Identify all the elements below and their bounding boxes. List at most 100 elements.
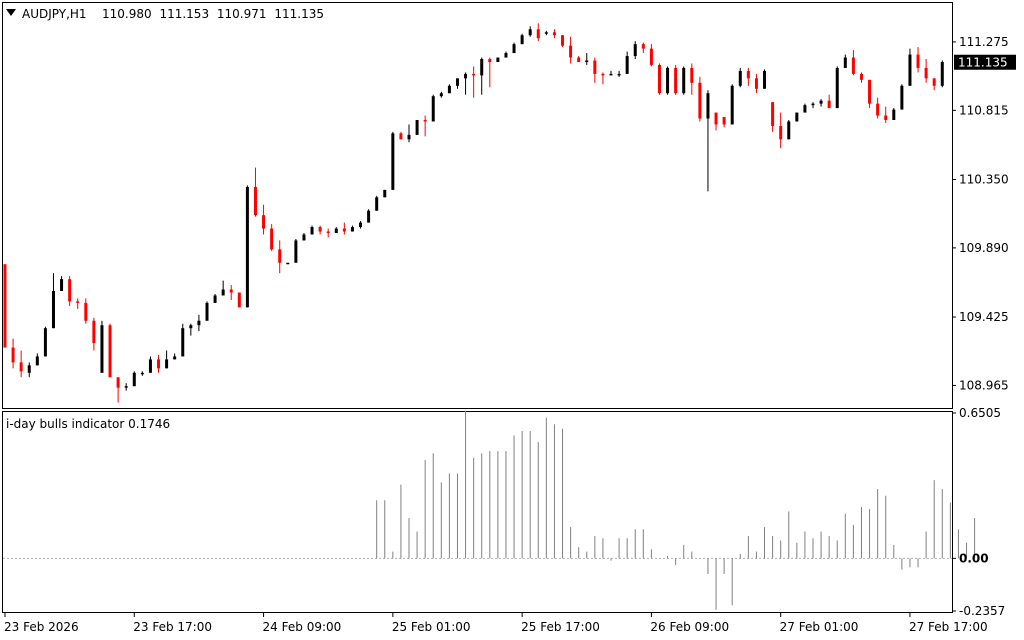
candle-body	[108, 325, 112, 378]
candle	[367, 209, 371, 223]
candle-body	[876, 103, 880, 116]
candle	[601, 72, 605, 85]
candle	[350, 225, 354, 232]
candle-body	[431, 96, 435, 122]
time-tick-label: 25 Feb 17:00	[521, 620, 600, 634]
candle	[924, 59, 928, 83]
candle-body	[11, 347, 15, 363]
candle-body	[787, 121, 791, 140]
candle	[722, 117, 726, 128]
candle	[819, 99, 823, 107]
candle	[189, 323, 193, 336]
candle	[803, 103, 807, 113]
current-price-label: 111.135	[958, 56, 1008, 70]
candle-body	[496, 57, 500, 62]
candle-body	[350, 227, 354, 232]
candle-body	[746, 70, 750, 79]
candle	[504, 51, 508, 58]
ohlc-open: 110.980	[102, 7, 152, 21]
candle	[68, 276, 72, 306]
price-axis: 111.275 110.815 110.350 109.890 109.425 108.9…	[952, 35, 1009, 392]
candle-body	[593, 60, 597, 74]
candle-body	[60, 279, 64, 292]
candle	[609, 70, 613, 76]
time-tick-label: 23 Feb 2026	[4, 620, 79, 634]
candle-body	[932, 78, 936, 86]
candle-body	[601, 73, 605, 76]
candle	[682, 66, 686, 95]
candle-body	[237, 292, 241, 308]
candle	[868, 79, 872, 109]
dropdown-triangle-icon[interactable]	[6, 9, 16, 16]
candle	[480, 57, 484, 95]
candle	[11, 338, 15, 369]
candle	[205, 301, 209, 321]
candle	[342, 222, 346, 235]
candle	[286, 262, 290, 265]
candle	[407, 124, 411, 143]
candle-body	[827, 100, 831, 109]
candle	[730, 84, 734, 125]
candle-body	[148, 359, 152, 373]
time-tick-label: 26 Feb 09:00	[650, 620, 729, 634]
candle	[3, 264, 7, 348]
candle-body	[140, 372, 144, 375]
candles-group	[3, 23, 944, 403]
candle	[940, 60, 944, 88]
candle-body	[835, 67, 839, 109]
candle	[92, 317, 96, 351]
candle-body	[851, 57, 855, 74]
candle	[399, 131, 403, 140]
candle	[148, 356, 152, 373]
indicator-tick-label: -0.2357	[959, 604, 1005, 618]
candle-body	[884, 115, 888, 120]
candle-body	[3, 264, 7, 348]
candle	[245, 185, 249, 308]
candle-body	[811, 103, 815, 106]
candle	[577, 56, 581, 62]
candle	[375, 195, 379, 211]
indicator-title: i-day bulls indicator 0.1746	[6, 417, 170, 431]
candle-body	[51, 291, 55, 329]
candle-body	[649, 48, 653, 65]
candle	[383, 189, 387, 198]
candle	[488, 57, 492, 88]
candle-body	[488, 59, 492, 62]
candle	[674, 64, 678, 95]
candle-body	[779, 125, 783, 140]
candle-body	[165, 359, 169, 369]
indicator-tick-label: 0.00	[959, 551, 989, 565]
candle-body	[68, 279, 72, 302]
candle	[270, 224, 274, 251]
candle-body	[213, 295, 217, 303]
candle-body	[229, 289, 233, 293]
candle	[391, 131, 395, 190]
candle	[738, 67, 742, 88]
candle	[649, 44, 653, 67]
time-tick-label: 27 Feb 01:00	[780, 620, 859, 634]
candle	[334, 227, 338, 234]
time-tick-label: 24 Feb 09:00	[263, 620, 342, 634]
candle	[779, 112, 783, 149]
indicator-tick-label: 0.6505	[959, 406, 1001, 420]
histogram-group	[376, 410, 976, 610]
candle	[326, 228, 330, 238]
candle	[278, 240, 282, 274]
candle	[76, 298, 80, 309]
candle	[795, 112, 799, 122]
candle	[714, 112, 718, 131]
candle-body	[544, 32, 548, 34]
candle-body	[415, 119, 419, 135]
candle-body	[359, 222, 363, 228]
candle-body	[908, 54, 912, 86]
candle	[213, 293, 217, 303]
candle	[229, 285, 233, 300]
candle-body	[520, 35, 524, 45]
candle-body	[439, 93, 443, 97]
ohlc-low: 110.971	[217, 7, 267, 21]
candle-body	[641, 44, 645, 49]
candle-body	[795, 112, 799, 122]
candle-body	[399, 133, 403, 140]
candle-body	[674, 67, 678, 94]
indicator-panel-frame	[2, 411, 953, 613]
